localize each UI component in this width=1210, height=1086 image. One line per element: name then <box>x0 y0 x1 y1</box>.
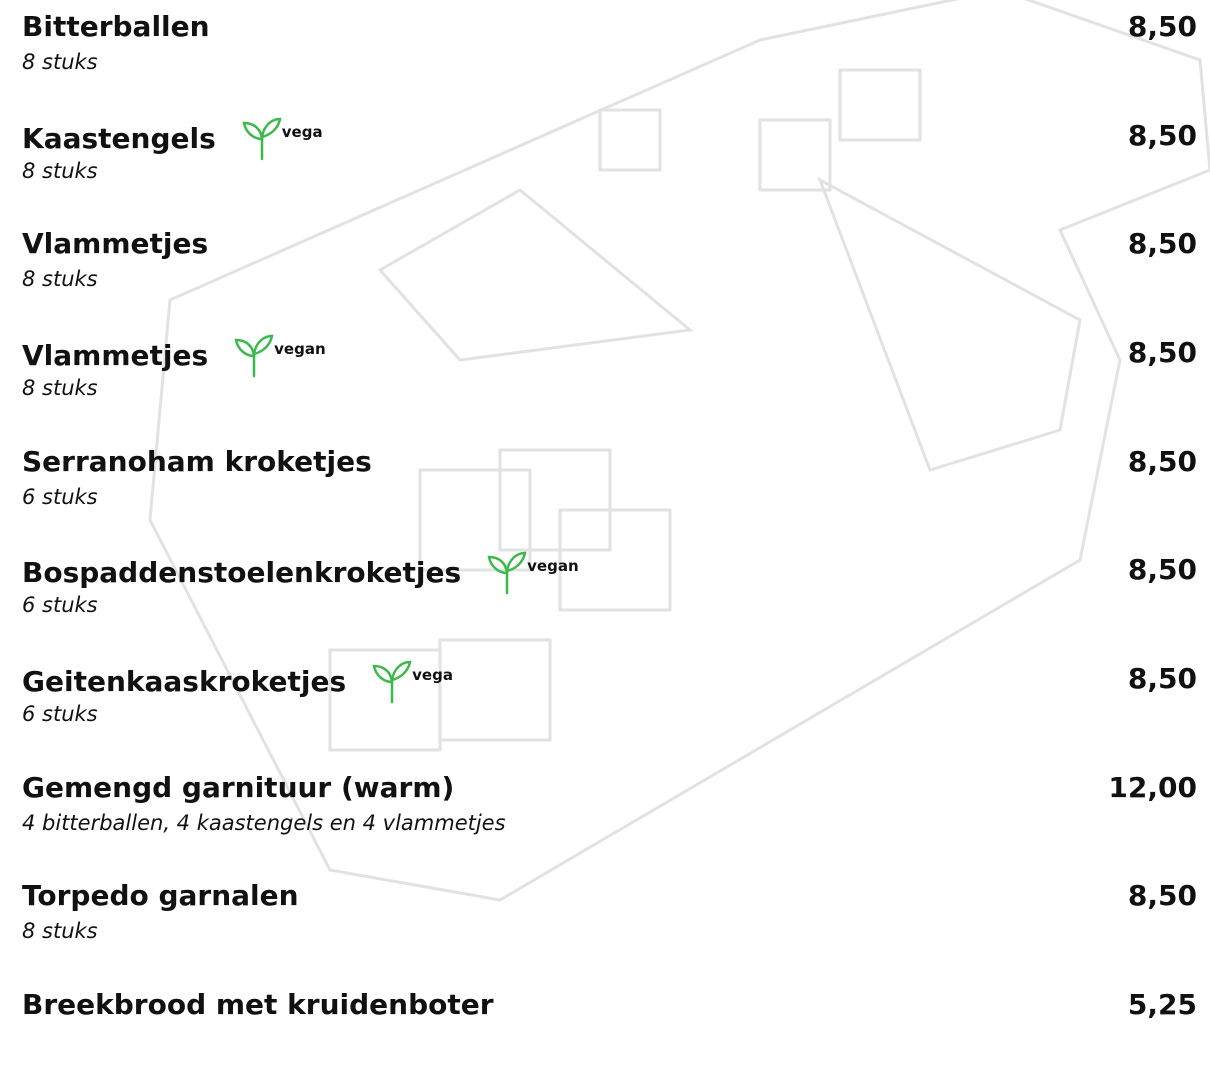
menu-page: Bitterballen 8,50 8 stuks Kaastengels vega 8,… <box>22 0 1210 1022</box>
item-title: Geitenkaaskroketjes <box>22 665 347 699</box>
badge-label: vegan <box>274 340 326 358</box>
item-price: 5,25 <box>1127 988 1197 1022</box>
leaf-icon <box>242 117 282 160</box>
diet-badge: vega <box>372 660 453 704</box>
menu-item: Gemengd garnituur (warm) 12,00 4 bitterbal… <box>22 769 1197 869</box>
leaf-icon <box>372 660 412 704</box>
item-title: Gemengd garnituur (warm) <box>22 770 455 804</box>
badge-label: vega <box>412 666 453 685</box>
item-price: 8,50 <box>1127 336 1197 369</box>
item-price: 8,50 <box>1127 118 1197 152</box>
item-price: 8,50 <box>1127 227 1197 261</box>
item-price: 8,50 <box>1127 879 1197 913</box>
menu-item: Torpedo garnalen 8,50 8 stuks <box>22 877 1197 977</box>
item-name: Serranoham kroketjes <box>22 443 372 481</box>
item-name: Vlammetjes <box>22 225 208 263</box>
item-description: 4 bitterballen, 4 kaastengels en 4 vlamm… <box>22 810 506 835</box>
item-name: Torpedo garnalen <box>22 877 299 915</box>
item-description: 8 stuks <box>22 267 98 292</box>
item-title: Kaastengels <box>22 121 216 155</box>
menu-item: Breekbrood met kruidenboter 5,25 <box>22 986 1197 1086</box>
menu-item: Kaastengels vega 8,50 8 stuks <box>22 117 1197 217</box>
item-price: 12,00 <box>1108 770 1197 804</box>
item-name: Gemengd garnituur (warm) <box>22 769 454 807</box>
background-sketch <box>148 0 1210 902</box>
badge-label: vega <box>281 122 323 141</box>
item-name: Kaastengels vega <box>22 117 323 161</box>
menu-item: Serranoham kroketjes 8,50 6 stuks <box>22 443 1197 543</box>
item-description: 8 stuks <box>22 158 98 183</box>
item-price: 8,50 <box>1127 444 1197 478</box>
badge-label: vegan <box>527 557 579 576</box>
item-title: Serranoham kroketjes <box>22 444 372 478</box>
item-description: 6 stuks <box>22 484 98 509</box>
item-price: 8,50 <box>1127 10 1197 43</box>
leaf-icon <box>234 334 274 378</box>
diet-badge: vegan <box>487 551 579 595</box>
item-title: Bitterballen <box>22 10 210 43</box>
diet-badge: vegan <box>234 334 326 378</box>
item-title: Breekbrood met kruidenboter <box>22 988 494 1022</box>
item-name: Bitterballen <box>22 8 210 46</box>
item-name: Breekbrood met kruidenboter <box>22 986 494 1024</box>
menu-item: Bitterballen 8,50 8 stuks <box>22 8 1197 108</box>
item-name: Vlammetjes vegan <box>22 334 326 378</box>
item-description: 6 stuks <box>22 593 98 618</box>
item-price: 8,50 <box>1127 662 1197 696</box>
item-title: Bospaddenstoelenkroketjes <box>22 556 462 590</box>
item-title: Torpedo garnalen <box>22 879 299 913</box>
item-description: 8 stuks <box>22 919 98 944</box>
menu-item: Bospaddenstoelenkroketjes vegan 8,50 6 stuk… <box>22 551 1197 651</box>
item-description: 8 stuks <box>22 376 98 400</box>
menu-item: Vlammetjes vegan 8,50 8 stuks <box>22 334 1197 434</box>
item-price: 8,50 <box>1127 553 1197 587</box>
item-name: Geitenkaaskroketjes vega <box>22 660 453 704</box>
menu-item: Geitenkaaskroketjes vega 8,50 6 stuks <box>22 660 1197 760</box>
item-name: Bospaddenstoelenkroketjes vegan <box>22 551 579 595</box>
diet-badge: vega <box>242 117 323 161</box>
item-description: 6 stuks <box>22 702 98 727</box>
item-description: 8 stuks <box>22 50 98 74</box>
item-title: Vlammetjes <box>22 227 209 261</box>
item-title: Vlammetjes <box>22 339 209 372</box>
leaf-icon <box>487 552 527 595</box>
menu-item: Vlammetjes 8,50 8 stuks <box>22 225 1197 325</box>
